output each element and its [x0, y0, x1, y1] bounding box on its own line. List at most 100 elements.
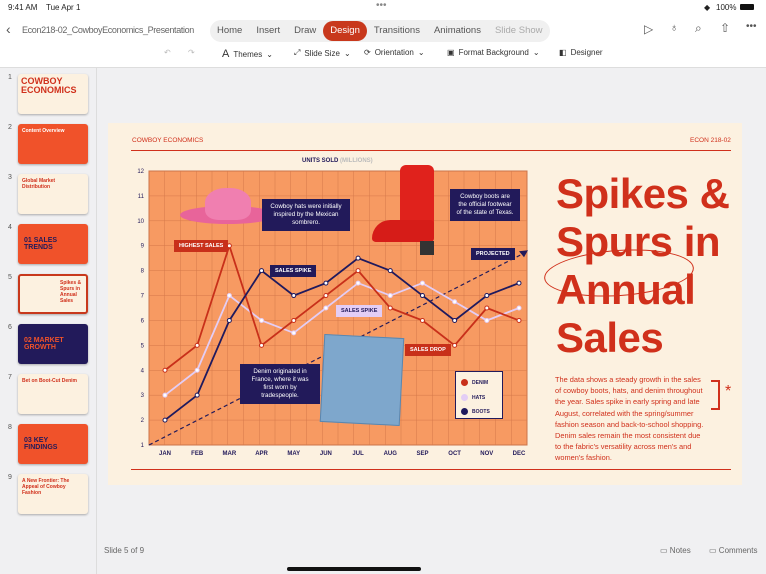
tag-highest-sales: HIGHEST SALES [174, 240, 229, 252]
data-point-hats [452, 299, 458, 305]
slide-size-label: Slide Size [304, 48, 340, 58]
legend-label: BOOTS [472, 409, 490, 415]
tab-draw[interactable]: Draw [294, 25, 317, 36]
data-point-hats [323, 305, 329, 311]
tab-home[interactable]: Home [217, 25, 243, 36]
undo-icon[interactable]: ↶ [164, 48, 171, 57]
tab-animations[interactable]: Animations [433, 25, 481, 36]
data-point-hats [259, 317, 265, 323]
notes-label: Notes [669, 546, 691, 555]
data-point-boots [355, 255, 361, 261]
thumbnail-slide-8[interactable]: 03 KEY FINDINGS [18, 424, 88, 464]
data-point-denim [484, 305, 490, 311]
thumbnail-slide-1[interactable]: COWBOY ECONOMICS [18, 74, 88, 114]
thumb-text: 03 KEY FINDINGS [24, 437, 58, 451]
play-icon[interactable]: ▷ [644, 22, 654, 36]
thumbnail-slide-5[interactable]: Spikes & Spurs in Annual Sales [18, 274, 88, 314]
tab-transitions[interactable]: Transitions [373, 25, 420, 36]
thumb-number: 7 [8, 374, 12, 381]
data-point-boots [259, 268, 265, 274]
thumbnail-slide-7[interactable]: Bet on Boot-Cut Denim [18, 374, 88, 414]
comments-icon: ▭ [709, 546, 717, 555]
y-tick-label: 12 [137, 169, 144, 175]
themes-icon: A [222, 48, 230, 60]
designer-button[interactable]: ◧ Designer [559, 48, 603, 57]
title-line: Spikes & [556, 170, 730, 217]
y-tick-label: 1 [141, 443, 145, 449]
thumbnail-slide-6[interactable]: 02 MARKET GROWTH [18, 324, 88, 364]
callout-denim: Denim originated in France, where it was… [240, 364, 320, 404]
back-icon[interactable]: ‹ [6, 21, 11, 37]
slide-size-icon: ⤢ [294, 48, 301, 57]
tag-sales-spike-hats: SALES SPIKE [336, 305, 383, 317]
tab-design[interactable]: Design [323, 21, 367, 41]
thumb-text: A New Frontier: The Appeal of Cowboy Fas… [22, 478, 70, 496]
thumb-text: 01 SALES TRENDS [24, 237, 58, 251]
x-tick-label: AUG [384, 451, 398, 457]
chart-title-unit: (MILLIONS) [340, 158, 373, 164]
more-icon[interactable]: ••• [746, 21, 757, 32]
tag-sales-spike-boots: SALES SPIKE [270, 265, 317, 277]
home-indicator[interactable] [287, 567, 421, 571]
data-point-denim [516, 317, 522, 323]
chevron-down-icon: ⌄ [532, 48, 540, 57]
tab-insert[interactable]: Insert [256, 25, 281, 36]
data-point-denim [387, 305, 393, 311]
data-point-boots [452, 317, 458, 323]
title-line: Sales [556, 314, 664, 361]
battery-text: 100% [716, 3, 737, 12]
legend-denim: DENIM [461, 376, 497, 391]
designer-label: Designer [570, 48, 603, 57]
legend-label: DENIM [472, 380, 489, 386]
data-point-hats [355, 280, 361, 286]
ribbon-tabs: Home Insert Draw Design Transitions Anim… [210, 20, 550, 42]
header-rule [131, 150, 731, 151]
redo-icon[interactable]: ↷ [188, 48, 195, 57]
title-line: Annual [556, 266, 696, 313]
thumb-number: 2 [8, 124, 12, 131]
callout-hat: Cowboy hats were initially inspired by t… [262, 199, 350, 231]
slide-size-button[interactable]: ⤢ Slide Size ⌄ [294, 48, 351, 58]
lightbulb-icon[interactable]: ♁ [670, 22, 679, 34]
multitask-dots-icon[interactable]: ••• [376, 0, 387, 11]
data-point-boots [194, 392, 200, 398]
status-date: Tue Apr 1 [46, 3, 81, 12]
data-point-hats [419, 280, 425, 286]
status-time: 9:41 AM [8, 3, 38, 12]
thumbnail-slide-9[interactable]: A New Frontier: The Appeal of Cowboy Fas… [18, 474, 88, 514]
cowboy-hat-image [180, 186, 276, 232]
thumb-text: 02 MARKET GROWTH [24, 337, 64, 351]
thumb-text: Global Market Distribution [22, 178, 56, 190]
thumbnail-slide-4[interactable]: 01 SALES TRENDS [18, 224, 88, 264]
legend-swatch [461, 408, 468, 416]
orientation-button[interactable]: ⟳ Orientation ⌄ [364, 48, 425, 57]
battery-icon [740, 4, 754, 10]
thumbnail-slide-3[interactable]: Global Market Distribution [18, 174, 88, 214]
search-icon[interactable]: ⌕ [695, 21, 702, 35]
x-tick-label: JUN [320, 451, 332, 457]
thumb-text: Bet on Boot-Cut Denim [22, 378, 77, 384]
data-point-denim [452, 342, 458, 348]
chart-title-text: UNITS SOLD [302, 158, 339, 164]
format-background-button[interactable]: ▣ Format Background ⌄ [447, 48, 540, 57]
chevron-down-icon: ⌄ [266, 49, 273, 59]
data-point-boots [484, 293, 490, 299]
tab-slide-show[interactable]: Slide Show [494, 25, 543, 36]
data-point-denim [291, 317, 297, 323]
thumb-number: 5 [8, 274, 12, 281]
designer-icon: ◧ [559, 48, 567, 57]
notes-button[interactable]: ▭ Notes [660, 546, 691, 555]
comments-button[interactable]: ▭ Comments [709, 546, 757, 555]
data-point-boots [419, 293, 425, 299]
cowboy-boot-image [372, 165, 442, 257]
data-point-hats [516, 305, 522, 311]
thumb-number: 3 [8, 174, 12, 181]
series-line-boots [164, 257, 520, 421]
thumbnail-slide-2[interactable]: Content Overview [18, 124, 88, 164]
themes-button[interactable]: A Themes ⌄ [222, 48, 273, 60]
chart-legend: DENIM HATS BOOTS [455, 371, 503, 419]
slide-counter: Slide 5 of 9 [104, 546, 145, 555]
y-tick-label: 6 [141, 318, 145, 324]
share-icon[interactable]: ⇧ [720, 21, 731, 35]
footer-rule [131, 469, 731, 470]
